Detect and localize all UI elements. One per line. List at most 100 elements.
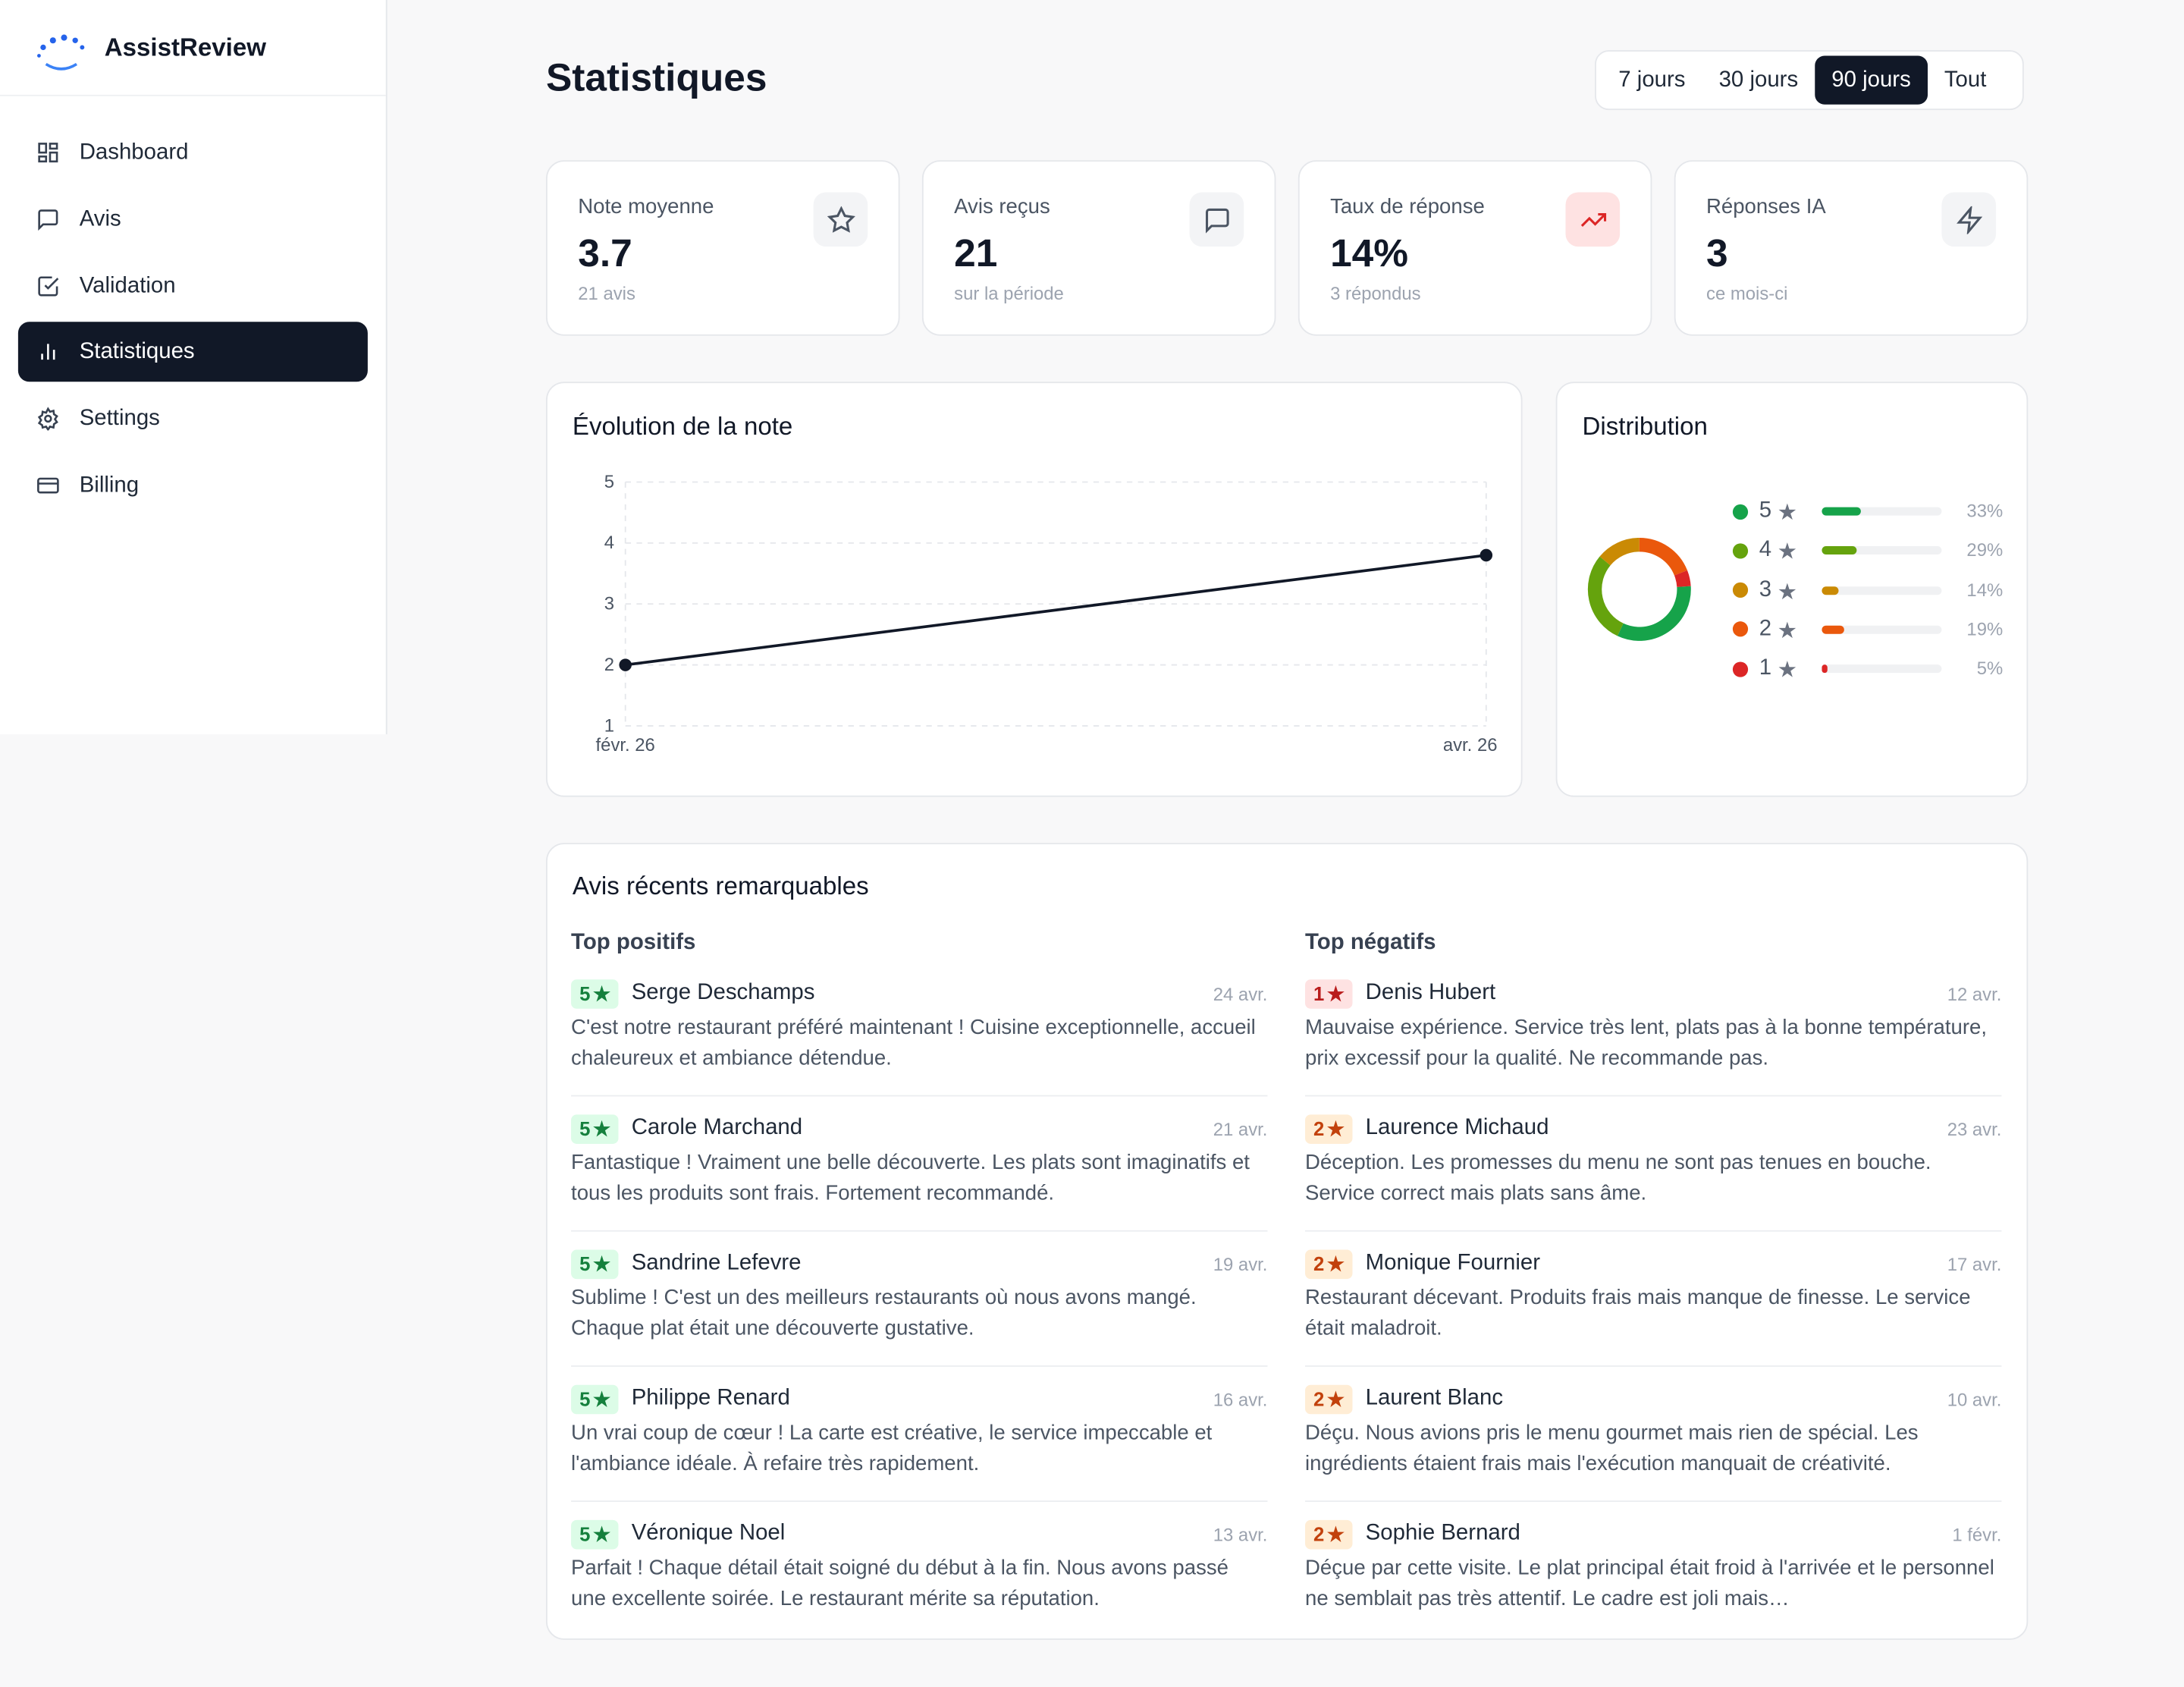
review-text: Parfait ! Chaque détail était soigné du … xyxy=(571,1556,1228,1611)
review-text: Déçue par cette visite. Le plat principa… xyxy=(1305,1556,1994,1611)
rating-value: 5 xyxy=(579,981,591,1004)
nav-item[interactable]: Settings xyxy=(18,388,368,448)
review-header: 5 Véronique Noel 13 avr. xyxy=(571,1517,1267,1550)
separator xyxy=(571,1230,1268,1232)
review-item[interactable]: 2 Laurence Michaud 23 avr. Déception. Les p… xyxy=(1305,1112,2002,1247)
kpi-icon xyxy=(1941,192,1997,247)
period-selector: 7 jours 30 jours 90 jours Tout xyxy=(1595,50,2024,111)
review-header: 1 Denis Hubert 12 avr. xyxy=(1305,977,2001,1010)
review-item[interactable]: 5 Sandrine Lefevre 19 avr. Sublime ! C'est … xyxy=(571,1247,1268,1382)
rating-badge: 2 xyxy=(1305,1384,1354,1414)
rating-badge: 5 xyxy=(571,1249,620,1279)
review-text: Déception. Les promesses du menu ne sont… xyxy=(1305,1151,1931,1205)
brand[interactable]: AssistReview xyxy=(0,0,386,96)
y-tick-label: 1 xyxy=(604,715,614,736)
legend-star xyxy=(1778,499,1797,527)
reviewer-name: Laurent Blanc xyxy=(1365,1386,1504,1410)
legend-star xyxy=(1778,656,1797,684)
review-item[interactable]: 2 Sophie Bernard 1 févr. Déçue par cette vi… xyxy=(1305,1517,2001,1652)
reviewer-name: Sophie Bernard xyxy=(1365,1521,1520,1545)
positive-column: Top positifs 5 Serge Deschamps 24 avr. C'es… xyxy=(571,930,1268,1652)
nav-item[interactable]: Dashboard xyxy=(18,123,368,183)
review-text: Un vrai coup de cœur ! La carte est créa… xyxy=(571,1421,1213,1476)
bar xyxy=(1822,546,1857,555)
legend-dot xyxy=(1732,542,1749,559)
review-item[interactable]: 5 Véronique Noel 13 avr. Parfait ! Chaque d… xyxy=(571,1517,1267,1652)
kpi-label: Avis reçus xyxy=(954,195,1050,219)
y-tick-label: 2 xyxy=(604,655,614,675)
review-header: 5 Carole Marchand 21 avr. xyxy=(571,1112,1267,1145)
kpi-icon xyxy=(1565,192,1621,247)
kpi-note: ce mois-ci xyxy=(1706,282,1788,304)
kpi-label: Taux de réponse xyxy=(1330,195,1485,219)
rating-badge: 1 xyxy=(1305,979,1354,1008)
value-label: 5% xyxy=(1976,657,2004,679)
review-text: Fantastique ! Vraiment une belle découve… xyxy=(571,1151,1250,1205)
column-title: Top positifs xyxy=(571,930,696,955)
kpi-value: 3 xyxy=(1706,231,1728,275)
rating-star xyxy=(593,1522,610,1544)
line-chart-card: Évolution de la note 1 2 3 4 5 févr. 26 avr. 2… xyxy=(546,382,1523,797)
bar xyxy=(1822,507,1862,516)
review-text: C'est notre restaurant préféré maintenan… xyxy=(571,1015,1256,1070)
review-item[interactable]: 5 Philippe Renard 16 avr.Un vrai coup de c… xyxy=(571,1382,1268,1517)
review-item[interactable]: 1 Denis Hubert 12 avr. Mauvaise expérience.… xyxy=(1305,977,2002,1112)
legend-dot xyxy=(1732,503,1749,520)
sidebar: AssistReview Dashboard Avis Validation S… xyxy=(0,0,388,734)
separator xyxy=(1305,1095,2002,1097)
nav-item[interactable]: Validation xyxy=(18,256,368,316)
logo xyxy=(37,34,85,71)
reviewer-name: Philippe Renard xyxy=(631,1386,790,1410)
kpi-label: Réponses IA xyxy=(1706,195,1826,219)
period-option[interactable]: 90 jours xyxy=(1815,55,1928,105)
nav-label: Statistiques xyxy=(79,339,195,363)
nav-item[interactable]: Billing xyxy=(18,456,368,516)
separator xyxy=(571,1500,1268,1503)
donut-segment xyxy=(1599,537,1640,566)
review-header: 2 Laurence Michaud 23 avr. xyxy=(1305,1112,2001,1145)
review-date: 17 avr. xyxy=(1947,1253,2002,1274)
nav-item[interactable]: Avis xyxy=(18,190,368,250)
review-header: 5 Serge Deschamps 24 avr. xyxy=(571,977,1267,1010)
rating-value: 2 xyxy=(1313,1387,1325,1409)
kpi-card: Avis reçus 21 sur la période xyxy=(921,160,1276,336)
y-tick-label: 4 xyxy=(604,532,614,553)
rating-badge: 5 xyxy=(571,1384,620,1414)
review-item[interactable]: 5 Carole Marchand 21 avr. Fantastique ! Vra… xyxy=(571,1112,1268,1247)
bar-track xyxy=(1822,625,1942,634)
period-option[interactable]: 30 jours xyxy=(1718,68,1799,92)
kpi-card: Réponses IA 3 ce mois-ci xyxy=(1674,160,2029,336)
donut-segment xyxy=(1617,586,1691,641)
rating-value: 5 xyxy=(579,1387,591,1409)
rating-badge: 2 xyxy=(1305,1249,1354,1279)
chart-title: Évolution de la note xyxy=(572,412,793,441)
separator xyxy=(1305,1230,2002,1232)
rating-value: 5 xyxy=(579,1252,591,1274)
legend-dot xyxy=(1732,582,1749,598)
review-item[interactable]: 2 Laurent Blanc 10 avr. Déçu. Nous avions p… xyxy=(1305,1382,2002,1517)
nav-label: Billing xyxy=(79,473,140,497)
reviewer-name: Véronique Noel xyxy=(631,1521,786,1545)
rating-star xyxy=(1327,1117,1345,1139)
reviewer-name: Monique Fournier xyxy=(1365,1251,1540,1275)
review-date: 13 avr. xyxy=(1213,1523,1268,1545)
value-label: 33% xyxy=(1966,500,2004,521)
nav-item[interactable]: Statistiques xyxy=(17,322,368,382)
review-item[interactable]: 5 Serge Deschamps 24 avr. C'est notre resta… xyxy=(571,977,1268,1112)
kpi-icon xyxy=(813,192,868,247)
kpi-value: 14% xyxy=(1330,231,1409,275)
negative-column: Top négatifs 1 Denis Hubert 12 avr. Mauvais… xyxy=(1305,931,2002,1652)
legend-star xyxy=(1778,538,1797,566)
review-item[interactable]: 2 Monique Fournier 17 avr. Restaurant décev… xyxy=(1305,1247,2002,1382)
separator xyxy=(1305,1500,2002,1503)
rating-star xyxy=(1327,1387,1345,1409)
period-option[interactable]: 7 jours xyxy=(1618,68,1686,92)
review-header: 2 Monique Fournier 17 avr. xyxy=(1305,1247,2001,1280)
rating-value: 2 xyxy=(1313,1252,1325,1274)
review-text: Restaurant décevant. Produits frais mais… xyxy=(1305,1286,1971,1340)
period-option[interactable]: Tout xyxy=(1944,68,1987,92)
review-header: 2 Sophie Bernard 1 févr. xyxy=(1305,1517,2001,1550)
legend-star xyxy=(1778,577,1797,605)
